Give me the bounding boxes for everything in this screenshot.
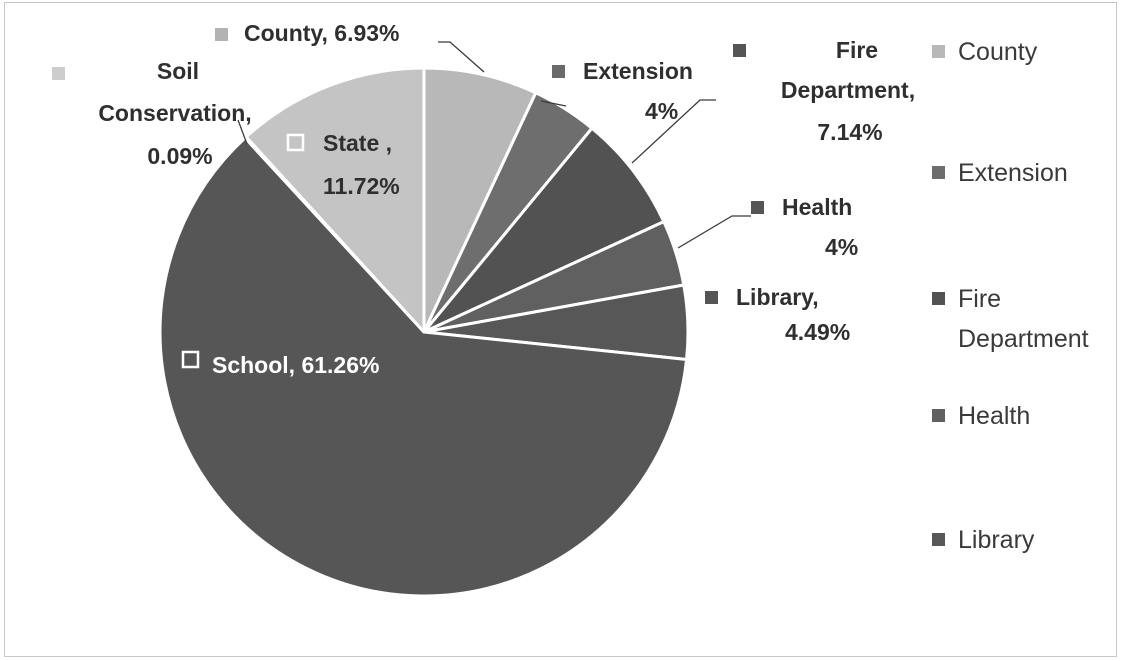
pie-slice-county: [422, 66, 538, 334]
data-label-soil-conservation-line-3: 0.09%: [147, 143, 212, 169]
legend-item-extension-swatch: [932, 166, 945, 179]
data-label-library: Library, 4.49%: [705, 284, 850, 345]
leader-line-health: [677, 215, 751, 249]
data-label-fire-department-marker: [733, 44, 746, 57]
data-label-county: County, 6.93%: [215, 20, 400, 46]
data-label-extension: Extension 4%: [552, 58, 693, 124]
legend-item-county-label-1: County: [958, 38, 1038, 66]
data-label-state-marker: [286, 133, 305, 152]
data-label-extension-marker: [552, 65, 565, 78]
data-label-state-line-1: State ,: [323, 130, 392, 156]
pie-slice-fire-department: [422, 126, 666, 334]
leader-line-soil-conservation: [237, 119, 248, 145]
legend-item-county-swatch: [932, 45, 945, 58]
leader-line-county: [438, 41, 485, 73]
data-label-state-line-2: 11.72%: [323, 173, 400, 199]
data-label-fire-department-line-3: 7.14%: [817, 119, 882, 145]
data-label-soil-conservation-marker: [52, 67, 65, 80]
legend-item-county: County: [932, 38, 1038, 66]
legend-item-health-label-1: Health: [958, 402, 1030, 430]
data-label-county-line-1: County, 6.93%: [244, 20, 400, 46]
legend-item-library-swatch: [932, 533, 945, 546]
data-label-library-line-1: Library,: [736, 284, 819, 310]
data-label-county-marker: [215, 28, 228, 41]
data-label-library-line-2: 4.49%: [785, 319, 850, 345]
legend-item-library: Library: [932, 526, 1035, 554]
data-label-fire-department-line-2: Department,: [781, 77, 915, 103]
pie-slice-school: [158, 136, 689, 598]
data-label-health-line-1: Health: [782, 194, 852, 220]
legend-item-extension: Extension: [932, 159, 1068, 187]
legend-item-fire-department-label-2: Department: [958, 325, 1089, 353]
legend: County Extension Fire Department Health Libra…: [932, 38, 1089, 554]
data-label-school-marker: [181, 350, 200, 369]
data-label-health-line-2: 4%: [825, 234, 858, 260]
data-label-health: Health 4%: [751, 194, 858, 260]
data-label-soil-conservation-line-2: Conservation,: [98, 100, 251, 126]
data-label-state: State , 11.72%: [286, 130, 400, 199]
data-label-school-line-1: School, 61.26%: [212, 352, 379, 378]
chart-frame: [4, 2, 1117, 657]
data-label-school: School, 61.26%: [181, 350, 379, 378]
data-label-library-marker: [705, 291, 718, 304]
leader-line-fire-department: [631, 99, 716, 164]
data-label-fire-department: Fire Department, 7.14%: [733, 37, 915, 145]
legend-item-fire-department-swatch: [932, 292, 945, 305]
legend-item-fire-department: Fire Department: [932, 285, 1089, 353]
legend-item-library-label-1: Library: [958, 526, 1035, 554]
data-label-health-marker: [751, 201, 764, 214]
data-label-extension-line-1: Extension: [583, 58, 693, 84]
legend-item-health: Health: [932, 402, 1030, 430]
data-label-fire-department-line-1: Fire: [836, 37, 878, 63]
data-label-soil-conservation-line-1: Soil: [157, 58, 199, 84]
data-label-soil-conservation: Soil Conservation, 0.09%: [52, 58, 252, 169]
data-label-extension-line-2: 4%: [645, 98, 678, 124]
legend-item-health-swatch: [932, 409, 945, 422]
legend-item-fire-department-label-1: Fire: [958, 285, 1001, 313]
legend-item-extension-label-1: Extension: [958, 159, 1068, 187]
leader-line-extension: [540, 100, 567, 107]
